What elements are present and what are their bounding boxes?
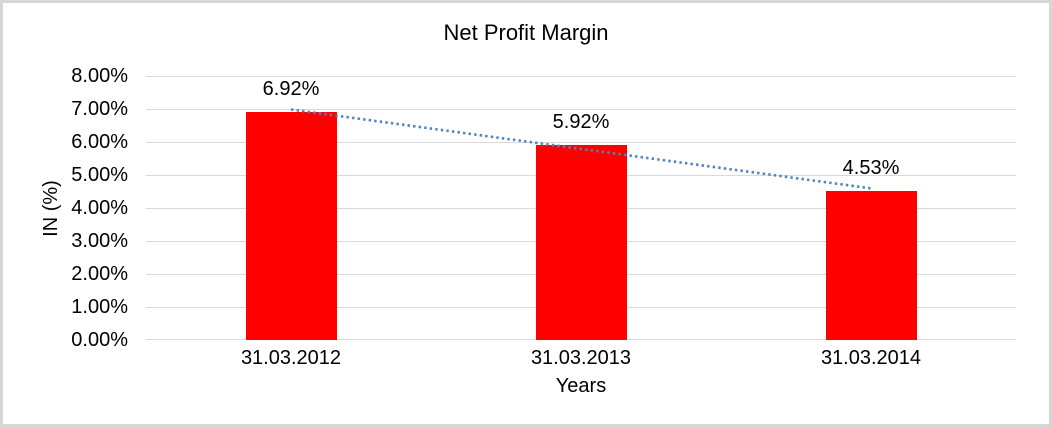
x-axis-tick-label: 31.03.2013 <box>530 347 632 369</box>
gridline <box>146 76 1016 77</box>
trendline <box>290 108 872 190</box>
y-axis-tick-label: 8.00% <box>71 65 128 87</box>
y-axis-tick-label: 4.00% <box>71 197 128 219</box>
y-axis-tick-label: 6.00% <box>71 131 128 153</box>
y-axis-tick-label: 3.00% <box>71 230 128 252</box>
data-label: 6.92% <box>262 77 320 100</box>
gridline <box>146 109 1016 110</box>
x-axis-tick-label: 31.03.2014 <box>820 347 922 369</box>
y-axis-tick-label: 5.00% <box>71 164 128 186</box>
y-axis-tick-label: 0.00% <box>71 329 128 351</box>
y-axis-tick-label: 1.00% <box>71 296 128 318</box>
y-axis-tick-label: 2.00% <box>71 263 128 285</box>
data-label: 5.92% <box>552 110 610 133</box>
data-label: 4.53% <box>842 156 900 179</box>
x-axis-title: Years <box>555 375 607 397</box>
bar-31.03.2012 <box>245 111 337 340</box>
bar-31.03.2014 <box>825 190 917 340</box>
x-axis-tick-label: 31.03.2012 <box>240 347 342 369</box>
plot-area: 6.92% 5.92% 4.53% <box>146 76 1016 340</box>
bar-31.03.2013 <box>535 144 627 340</box>
y-axis-tick-label: 7.00% <box>71 98 128 120</box>
chart-title: Net Profit Margin <box>443 20 609 45</box>
gridline <box>146 142 1016 143</box>
